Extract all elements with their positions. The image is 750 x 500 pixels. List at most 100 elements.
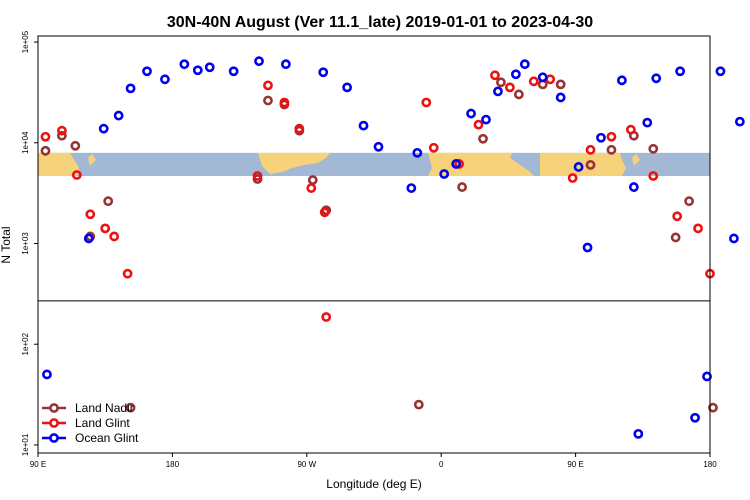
ocean-glint-point (481, 114, 491, 125)
chart-title: 30N-40N August (Ver 11.1_late) 2019-01-0… (167, 14, 593, 31)
x-tick-label: 180 (166, 460, 180, 469)
ocean-glint-point (160, 74, 170, 85)
ocean-glint-point (42, 369, 52, 380)
ocean-glint-point (318, 67, 329, 78)
land-glint-point (56, 125, 67, 136)
land-glint-point (672, 211, 683, 222)
legend-label-land-glint: Land Glint (75, 416, 130, 430)
ocean-glint-point (633, 428, 644, 439)
land-nadir-point (478, 133, 488, 144)
land-glint-point (585, 144, 596, 155)
land-glint-point (109, 231, 120, 242)
land-glint-point (625, 124, 636, 135)
legend-marker-land-nadir (49, 403, 59, 413)
land-glint-point (319, 207, 330, 218)
land-glint-point (40, 131, 51, 142)
ocean-glint-point (98, 123, 109, 134)
ocean-glint-point (555, 92, 566, 103)
land-nadir-point (40, 145, 51, 156)
ocean-glint-point (83, 233, 94, 244)
map-land-japan-2 (632, 153, 640, 166)
land-glint-point (263, 80, 273, 91)
map-land-japan (88, 153, 96, 166)
ocean-glint-point (519, 59, 530, 70)
land-nadir-point (263, 95, 273, 106)
land-nadir-point (606, 144, 617, 155)
land-nadir-point (125, 402, 136, 413)
map-land (38, 152, 640, 177)
land-glint-point (421, 97, 432, 108)
ocean-glint-point (734, 116, 745, 127)
y-tick-label: 1e+05 (21, 30, 30, 53)
map-band (38, 152, 710, 177)
land-glint-point (252, 171, 263, 181)
map-land-asia-east (38, 152, 80, 177)
y-axis: 1e+01 1e+02 1e+03 1e+04 1e+05 (21, 30, 38, 456)
ocean-glint-point (582, 242, 593, 253)
land-glint-point (279, 97, 290, 108)
ocean-glint-point (493, 86, 503, 97)
land-nadir-point (70, 140, 81, 151)
y-tick-label: 1e+02 (21, 332, 30, 355)
land-nadir-point (684, 196, 694, 207)
ocean-glint-point (358, 120, 369, 131)
land-nadir-point (670, 232, 681, 243)
ocean-glint-point (254, 56, 264, 67)
ocean-glint-point (406, 183, 417, 193)
ocean-glint-point (113, 110, 124, 121)
land-nadir-point (413, 399, 424, 410)
ocean-glint-point (192, 65, 203, 76)
y-tick-label: 1e+04 (21, 131, 30, 154)
land-nadir-point (585, 160, 596, 170)
y-tick-label: 1e+03 (21, 232, 30, 255)
points-layer (40, 56, 745, 439)
land-glint-point (504, 82, 515, 93)
land-nadir-point (708, 402, 718, 413)
ocean-glint-point (715, 66, 726, 77)
ocean-glint-point (373, 141, 384, 152)
land-glint-point (693, 223, 703, 234)
ocean-glint-point (228, 66, 239, 77)
land-glint-point (321, 312, 332, 322)
ocean-glint-point (596, 132, 606, 143)
land-glint-point (606, 131, 617, 142)
ocean-glint-point (179, 59, 190, 70)
ocean-glint-point (204, 62, 215, 73)
ocean-glint-point (642, 117, 653, 128)
ocean-glint-point (125, 83, 136, 94)
x-axis-label: Longitude (deg E) (326, 477, 421, 491)
map-land-eurasia-africa (428, 152, 534, 177)
land-glint-point (490, 70, 500, 81)
land-glint-point (294, 123, 305, 134)
land-glint-point (85, 209, 96, 220)
ocean-glint-point (439, 169, 450, 179)
x-axis: 90 E 180 90 W 0 90 E 180 (30, 453, 717, 469)
ocean-glint-point (702, 371, 712, 382)
map-land-north-america (258, 152, 330, 174)
ocean-glint-point (616, 75, 627, 86)
x-tick-label: 90 W (297, 460, 316, 469)
land-glint-point (306, 183, 317, 193)
ocean-glint-point (466, 108, 476, 119)
ocean-glint-point (280, 59, 291, 70)
legend-marker-land-glint (49, 418, 59, 428)
land-glint-point (648, 171, 659, 181)
x-tick-label: 90 E (30, 460, 46, 469)
land-nadir-point (496, 77, 506, 88)
map-land-asia (540, 152, 626, 177)
ocean-glint-point (142, 66, 152, 77)
land-nadir-point (56, 130, 67, 141)
x-tick-label: 90 E (567, 460, 583, 469)
ocean-glint-point (510, 69, 521, 80)
land-nadir-point (103, 196, 114, 207)
land-nadir-point (513, 89, 524, 100)
ocean-glint-point (342, 82, 353, 93)
legend-marker-ocean-glint (49, 433, 59, 443)
ocean-glint-point (537, 72, 548, 83)
ocean-glint-point (628, 182, 639, 192)
x-tick-label: 180 (703, 460, 717, 469)
land-glint-point (122, 268, 133, 279)
ocean-glint-point (728, 233, 739, 244)
